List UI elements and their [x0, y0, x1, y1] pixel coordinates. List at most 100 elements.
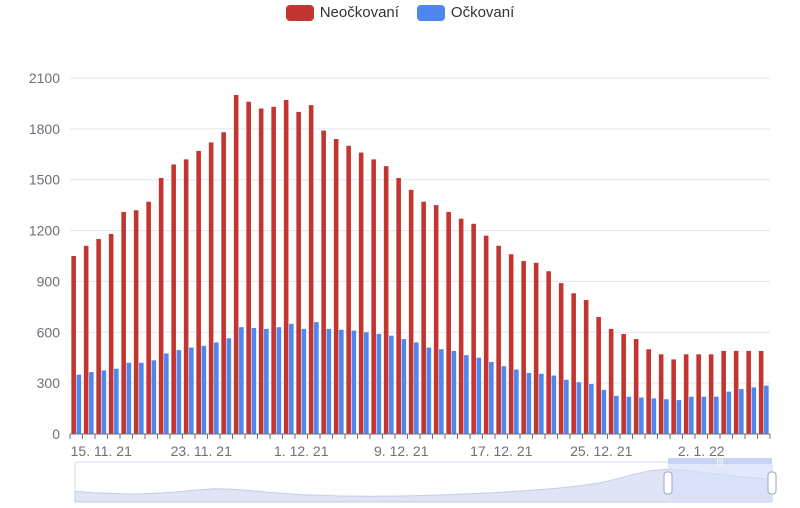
bar-unvaccinated[interactable]: [683, 354, 689, 434]
bar-unvaccinated[interactable]: [383, 166, 389, 434]
bar-vaccinated[interactable]: [214, 342, 219, 434]
data-zoom-slider[interactable]: |||: [74, 456, 777, 503]
bar-unvaccinated[interactable]: [696, 354, 701, 434]
bar-unvaccinated[interactable]: [183, 159, 189, 434]
zoom-selection[interactable]: [668, 462, 772, 502]
bar-unvaccinated[interactable]: [258, 108, 264, 434]
bar-unvaccinated[interactable]: [671, 359, 676, 434]
bar-unvaccinated[interactable]: [658, 354, 664, 434]
bar-unvaccinated[interactable]: [158, 178, 164, 434]
bar-vaccinated[interactable]: [339, 329, 344, 434]
bar-vaccinated[interactable]: [551, 375, 557, 434]
bar-unvaccinated[interactable]: [758, 350, 764, 434]
bar-unvaccinated[interactable]: [583, 300, 589, 434]
bar-vaccinated[interactable]: [451, 350, 457, 434]
bar-vaccinated[interactable]: [439, 349, 444, 434]
bar-vaccinated[interactable]: [414, 342, 419, 434]
bar-unvaccinated[interactable]: [421, 201, 426, 434]
bar-vaccinated[interactable]: [676, 400, 682, 434]
bar-unvaccinated[interactable]: [208, 142, 214, 434]
bar-vaccinated[interactable]: [564, 379, 569, 434]
bar-vaccinated[interactable]: [639, 397, 644, 434]
bar-unvaccinated[interactable]: [408, 189, 414, 434]
bar-unvaccinated[interactable]: [371, 159, 376, 434]
bar-unvaccinated[interactable]: [446, 211, 451, 434]
bar-vaccinated[interactable]: [114, 368, 119, 434]
bar-vaccinated[interactable]: [426, 347, 432, 434]
bar-vaccinated[interactable]: [389, 335, 394, 434]
bar-unvaccinated[interactable]: [346, 145, 351, 435]
bar-vaccinated[interactable]: [76, 374, 82, 434]
bar-vaccinated[interactable]: [651, 398, 657, 434]
bar-vaccinated[interactable]: [351, 330, 357, 434]
bar-vaccinated[interactable]: [176, 350, 182, 434]
bar-unvaccinated[interactable]: [333, 139, 339, 434]
bar-unvaccinated[interactable]: [608, 328, 614, 434]
bar-unvaccinated[interactable]: [321, 130, 326, 435]
bar-unvaccinated[interactable]: [521, 261, 526, 434]
bar-vaccinated[interactable]: [489, 361, 494, 434]
bar-vaccinated[interactable]: [539, 373, 544, 434]
bar-vaccinated[interactable]: [139, 362, 144, 434]
bar-unvaccinated[interactable]: [196, 150, 201, 434]
bar-vaccinated[interactable]: [501, 366, 507, 434]
bar-vaccinated[interactable]: [239, 327, 244, 434]
bar-unvaccinated[interactable]: [108, 233, 114, 434]
bar-vaccinated[interactable]: [739, 389, 744, 434]
bar-unvaccinated[interactable]: [621, 333, 626, 434]
legend-item-unvaccinated[interactable]: Neočkovaní: [285, 4, 399, 21]
bar-vaccinated[interactable]: [226, 338, 232, 434]
bar-unvaccinated[interactable]: [433, 205, 439, 434]
bar-unvaccinated[interactable]: [83, 245, 89, 434]
bar-vaccinated[interactable]: [276, 327, 282, 434]
bar-vaccinated[interactable]: [151, 360, 157, 434]
bar-vaccinated[interactable]: [526, 372, 532, 434]
bar-vaccinated[interactable]: [589, 383, 594, 434]
bar-vaccinated[interactable]: [201, 345, 207, 434]
bar-unvaccinated[interactable]: [746, 350, 751, 434]
bar-vaccinated[interactable]: [664, 399, 669, 434]
bar-unvaccinated[interactable]: [358, 152, 364, 435]
bar-vaccinated[interactable]: [614, 395, 619, 434]
bar-vaccinated[interactable]: [364, 332, 369, 434]
bar-vaccinated[interactable]: [751, 387, 757, 434]
bar-unvaccinated[interactable]: [646, 349, 651, 434]
bar-vaccinated[interactable]: [476, 357, 482, 434]
bar-unvaccinated[interactable]: [271, 106, 276, 435]
bar-unvaccinated[interactable]: [171, 164, 176, 434]
legend-item-vaccinated[interactable]: Očkovaní: [416, 4, 514, 21]
bar-unvaccinated[interactable]: [296, 111, 301, 435]
bar-unvaccinated[interactable]: [458, 218, 464, 434]
bar-unvaccinated[interactable]: [496, 245, 501, 434]
bar-unvaccinated[interactable]: [121, 211, 126, 434]
bar-vaccinated[interactable]: [576, 382, 582, 434]
bar-unvaccinated[interactable]: [283, 100, 289, 435]
bar-vaccinated[interactable]: [464, 355, 469, 434]
bar-vaccinated[interactable]: [401, 339, 407, 434]
bar-vaccinated[interactable]: [376, 333, 382, 434]
bar-unvaccinated[interactable]: [483, 235, 489, 434]
bar-unvaccinated[interactable]: [633, 339, 639, 434]
bar-vaccinated[interactable]: [289, 323, 294, 434]
zoom-move-handle[interactable]: [668, 458, 772, 464]
bar-unvaccinated[interactable]: [571, 293, 576, 434]
bar-unvaccinated[interactable]: [533, 262, 539, 434]
bar-unvaccinated[interactable]: [708, 354, 714, 434]
bar-unvaccinated[interactable]: [396, 178, 401, 434]
bar-unvaccinated[interactable]: [96, 239, 101, 434]
bar-vaccinated[interactable]: [314, 322, 319, 434]
bar-unvaccinated[interactable]: [133, 210, 139, 434]
bar-vaccinated[interactable]: [251, 328, 257, 434]
bar-vaccinated[interactable]: [264, 328, 269, 434]
bar-vaccinated[interactable]: [89, 372, 94, 434]
bar-unvaccinated[interactable]: [308, 105, 314, 434]
zoom-handle-left[interactable]: [663, 471, 673, 495]
zoom-handle-right[interactable]: [767, 471, 777, 495]
bar-unvaccinated[interactable]: [733, 350, 739, 434]
bar-unvaccinated[interactable]: [221, 132, 226, 434]
bar-vaccinated[interactable]: [701, 396, 707, 434]
bar-vaccinated[interactable]: [514, 369, 519, 434]
bar-vaccinated[interactable]: [626, 396, 632, 434]
bar-vaccinated[interactable]: [726, 391, 732, 434]
bar-unvaccinated[interactable]: [546, 271, 551, 434]
